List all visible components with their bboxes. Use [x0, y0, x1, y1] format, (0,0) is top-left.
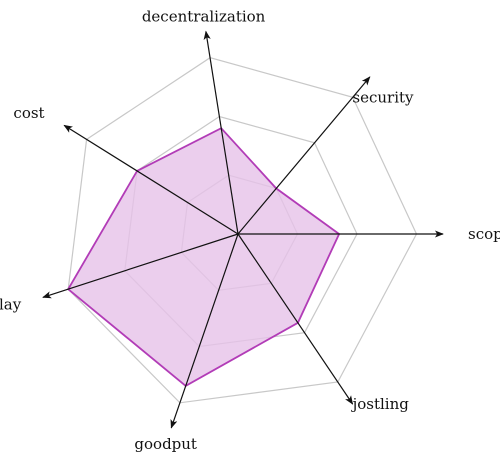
axis-label-delay: delay	[0, 296, 22, 314]
axis-label-scope: scope	[468, 225, 500, 243]
series-polygon	[67, 127, 341, 387]
axis-label-security: security	[352, 89, 414, 107]
axis-label-decentralization: decentralization	[142, 8, 266, 26]
series-layer	[67, 127, 341, 387]
axis-jostling	[237, 233, 354, 405]
axis-layer	[42, 30, 444, 429]
grid-ring-3	[67, 57, 418, 404]
axis-label-goodput: goodput	[134, 435, 197, 453]
axis-delay	[42, 233, 239, 299]
axis-security	[237, 76, 371, 235]
axis-label-cost: cost	[13, 104, 44, 122]
axis-cost	[63, 124, 239, 235]
axis-goodput	[170, 233, 239, 429]
axis-decentralization	[203, 30, 239, 235]
axis-label-jostling: jostling	[351, 395, 410, 413]
label-layer: scope security decentralization cost delay go…	[0, 8, 500, 453]
